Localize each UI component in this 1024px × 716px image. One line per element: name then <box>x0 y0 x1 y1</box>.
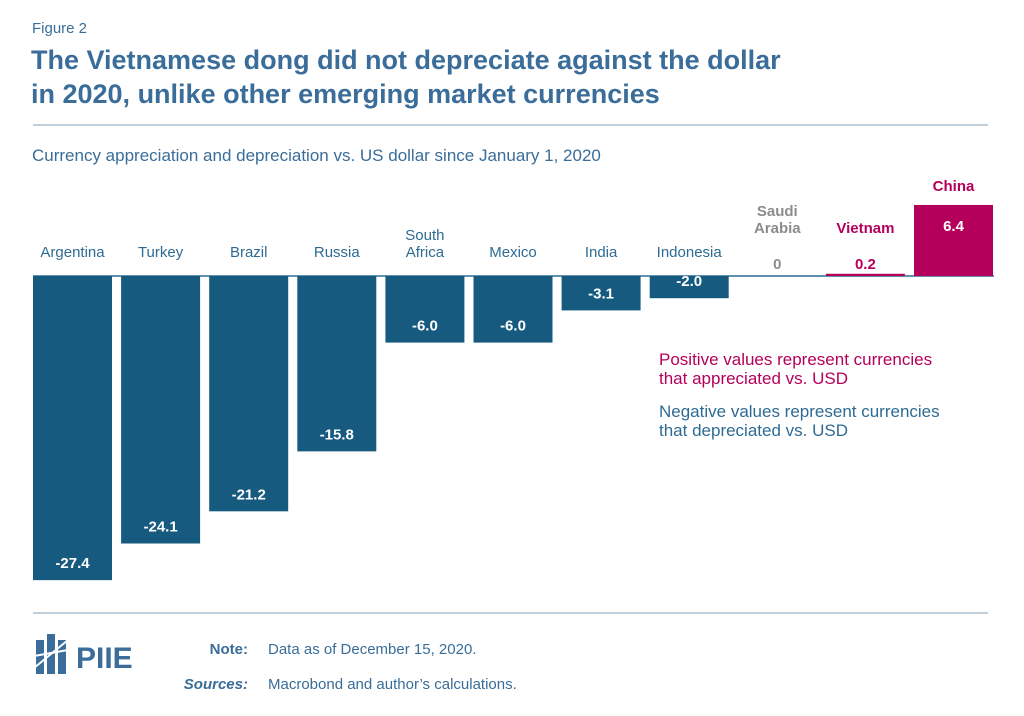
value-label: -21.2 <box>232 486 266 503</box>
category-label: Indonesia <box>657 244 723 261</box>
bar <box>561 276 641 311</box>
category-label: Vietnam <box>836 220 894 237</box>
bar <box>473 276 553 343</box>
figure-label: Figure 2 <box>32 20 87 37</box>
bar <box>297 276 377 452</box>
annotation: that depreciated vs. USD <box>659 421 848 440</box>
category-label: Argentina <box>40 244 105 261</box>
annotation: that appreciated vs. USD <box>659 369 848 388</box>
category-label: China <box>933 178 975 195</box>
category-label: Saudi Arabia <box>754 203 801 237</box>
note: Data as of December 15, 2020. <box>268 641 476 658</box>
bar <box>825 273 905 276</box>
category-label: Russia <box>314 244 361 261</box>
annotation: Negative values represent currencies <box>659 402 940 421</box>
bar <box>649 276 729 299</box>
bar <box>914 204 993 276</box>
sources-label: Sources: <box>184 676 248 693</box>
value-label: -24.1 <box>143 518 177 535</box>
bar <box>209 276 289 512</box>
bar <box>121 276 201 544</box>
subtitle: Currency appreciation and depreciation v… <box>32 146 601 165</box>
value-label: -27.4 <box>55 555 90 572</box>
bar <box>385 276 465 343</box>
logo: PIIE <box>76 642 133 675</box>
chart-title: The Vietnamese dong did not depreciate a… <box>31 45 781 75</box>
sources: Macrobond and author’s calculations. <box>268 676 517 693</box>
value-label: 6.4 <box>943 218 965 235</box>
logo-icon <box>33 634 69 674</box>
chart-title: in 2020, unlike other emerging market cu… <box>31 79 660 109</box>
value-label: 0.2 <box>855 256 876 273</box>
value-label: -15.8 <box>320 426 354 443</box>
value-label: -6.0 <box>412 318 438 335</box>
note-label: Note: <box>210 641 248 658</box>
bar <box>33 276 112 581</box>
value-label: -3.1 <box>588 285 614 302</box>
value-label: -6.0 <box>500 318 526 335</box>
category-label: Brazil <box>230 244 268 261</box>
annotation: Positive values represent currencies <box>659 350 932 369</box>
category-label: India <box>585 244 618 261</box>
category-label: South Africa <box>405 227 444 261</box>
value-label: -2.0 <box>676 273 702 290</box>
value-label: 0 <box>773 256 781 273</box>
category-label: Turkey <box>138 244 184 261</box>
category-label: Mexico <box>489 244 537 261</box>
